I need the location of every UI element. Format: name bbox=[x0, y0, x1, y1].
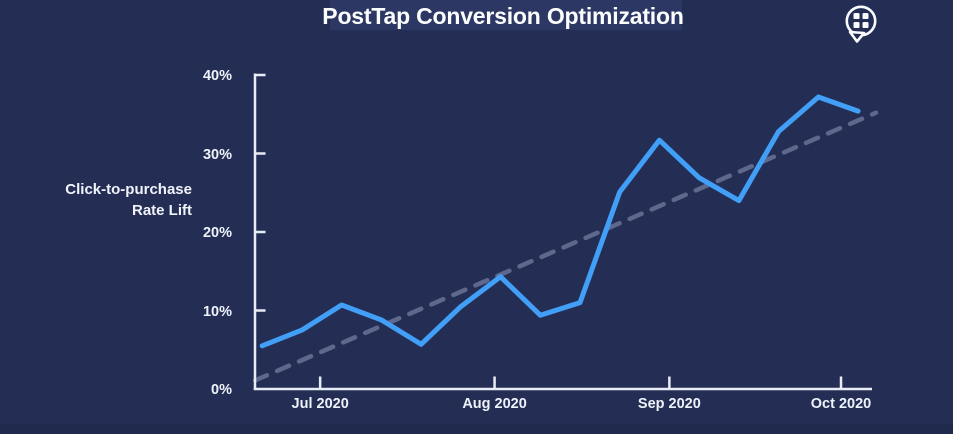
y-tick-label: 10% bbox=[202, 303, 232, 320]
y-axis-title-line2: Rate Lift bbox=[132, 202, 192, 219]
bottom-edge-strip bbox=[0, 424, 953, 434]
x-tick-label: Jul 2020 bbox=[291, 396, 349, 412]
series-trendline bbox=[252, 110, 879, 383]
speech-bubble-grid-icon bbox=[845, 5, 877, 43]
x-tick-label: Sep 2020 bbox=[637, 396, 701, 412]
y-tick-label: 30% bbox=[202, 146, 232, 163]
x-tick-label: Aug 2020 bbox=[462, 396, 527, 412]
y-axis-title-line1: Click-to-purchase bbox=[65, 181, 192, 198]
x-tick-label: Oct 2020 bbox=[810, 396, 872, 412]
bubble-tail bbox=[848, 30, 866, 43]
y-axis-title: Click-to-purchase Rate Lift bbox=[40, 179, 192, 221]
grid-dots bbox=[853, 13, 869, 28]
series-click_to_purchase_rate_lift bbox=[259, 94, 861, 349]
y-tick-label: 20% bbox=[202, 225, 232, 241]
y-tick-label: 0% bbox=[211, 382, 232, 398]
page-title: PostTap Conversion Optimization bbox=[322, 3, 684, 29]
title-highlight-band bbox=[330, 0, 682, 30]
y-tick-label: 40% bbox=[202, 68, 232, 84]
